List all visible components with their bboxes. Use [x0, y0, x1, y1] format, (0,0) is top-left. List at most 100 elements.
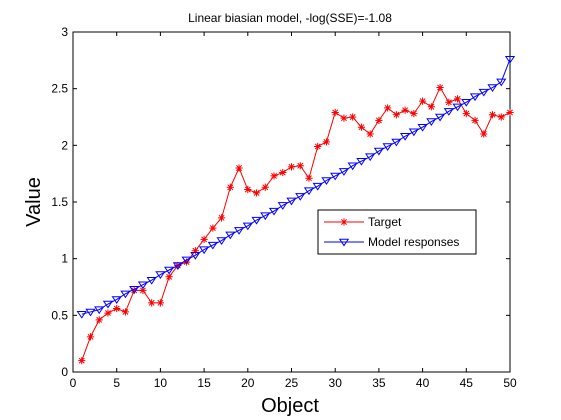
data-point-model — [434, 113, 446, 122]
data-point-target — [148, 299, 156, 307]
data-point-target — [322, 138, 331, 146]
x-tick-label: 5 — [113, 376, 120, 390]
data-point-target — [497, 113, 505, 121]
x-tick-label: 45 — [460, 376, 474, 390]
data-point-model — [417, 123, 428, 132]
x-axis-label: Object — [261, 395, 319, 417]
data-point-model — [496, 78, 507, 87]
data-point-model — [181, 256, 192, 265]
data-point-model — [172, 262, 184, 270]
data-point-model — [382, 143, 393, 151]
data-point-target — [305, 174, 313, 182]
legend-box — [317, 209, 477, 255]
x-tick-label: 20 — [241, 376, 255, 390]
data-point-model — [312, 182, 323, 191]
data-point-model — [469, 93, 481, 102]
data-point-model — [426, 118, 437, 127]
data-point-target — [156, 299, 164, 307]
data-point-model — [207, 241, 218, 250]
data-point-target — [279, 168, 287, 177]
data-point-model — [76, 310, 87, 319]
data-point-model — [399, 133, 411, 141]
data-point-target — [366, 130, 374, 138]
data-point-target — [130, 286, 138, 294]
x-tick-label: 35 — [372, 376, 386, 390]
x-tick-label: 40 — [416, 376, 430, 390]
data-point-target — [139, 286, 147, 294]
data-point-model — [330, 172, 341, 181]
data-point-model — [277, 202, 288, 210]
data-point-target — [488, 111, 497, 119]
data-point-model — [111, 296, 122, 304]
plot-area — [72, 31, 511, 373]
data-point-model — [338, 238, 350, 247]
legend: Target Model responses — [317, 209, 477, 255]
x-tick-label: 25 — [285, 376, 299, 390]
data-point-target — [462, 110, 470, 118]
data-point-model — [198, 246, 210, 255]
data-point-model — [461, 99, 472, 107]
data-point-model — [478, 88, 489, 97]
data-point-target — [183, 258, 191, 266]
data-point-target — [78, 357, 86, 365]
data-point-target — [95, 316, 103, 324]
data-point-target — [191, 247, 199, 255]
data-point-model — [487, 84, 498, 93]
data-point-target — [480, 130, 488, 138]
data-point-model — [216, 237, 227, 246]
data-point-target — [86, 333, 95, 341]
data-point-model — [321, 177, 332, 185]
data-point-target — [453, 95, 462, 103]
data-point-target — [410, 110, 418, 118]
y-axis-label: Value — [23, 177, 45, 227]
data-point-target — [217, 214, 226, 222]
y-tick-label: 2 — [61, 138, 68, 152]
data-point-target — [349, 113, 357, 121]
data-point-model — [365, 153, 376, 162]
data-point-model — [338, 168, 350, 176]
data-point-model — [102, 300, 114, 309]
data-point-target — [261, 183, 269, 191]
data-point-model — [391, 138, 402, 147]
data-point-model — [129, 286, 140, 294]
data-point-target — [296, 162, 304, 170]
x-tick-label: 10 — [154, 376, 168, 390]
legend-label: Target — [368, 215, 402, 229]
data-point-model — [452, 103, 463, 112]
data-point-model — [120, 290, 131, 299]
x-axis: 0 5 10 15 20 25 30 35 40 45 50 — [70, 32, 517, 390]
y-tick-label: 3 — [61, 25, 68, 39]
data-point-target — [252, 189, 261, 197]
y-tick-label: 0.5 — [51, 308, 68, 322]
data-point-model — [286, 197, 297, 206]
data-point-target — [270, 172, 278, 180]
data-point-target — [235, 164, 243, 172]
data-point-model — [137, 281, 149, 290]
data-point-model — [373, 147, 385, 156]
data-point-model — [443, 108, 454, 116]
data-point-target — [401, 106, 409, 114]
y-tick-label: 0 — [61, 365, 68, 379]
series-layer — [76, 55, 516, 365]
x-tick-label: 50 — [503, 376, 517, 390]
data-point-model — [164, 266, 175, 275]
data-point-target — [419, 97, 427, 105]
data-point-target — [506, 108, 514, 117]
data-point-target — [200, 235, 208, 243]
data-point-target — [384, 104, 392, 112]
legend-label: Model responses — [368, 235, 459, 249]
data-point-target — [314, 142, 322, 151]
data-point-target — [165, 273, 173, 281]
data-point-target — [357, 123, 366, 131]
data-point-target — [436, 83, 444, 92]
data-point-model — [356, 157, 367, 166]
data-point-model — [94, 306, 105, 315]
y-tick-label: 1.5 — [51, 195, 68, 209]
data-point-model — [295, 193, 306, 201]
data-point-model — [155, 271, 166, 280]
data-point-target — [244, 185, 252, 194]
y-tick-label: 1 — [61, 252, 68, 266]
data-point-model — [146, 276, 157, 285]
data-point-target — [427, 103, 435, 111]
data-point-model — [408, 128, 419, 137]
